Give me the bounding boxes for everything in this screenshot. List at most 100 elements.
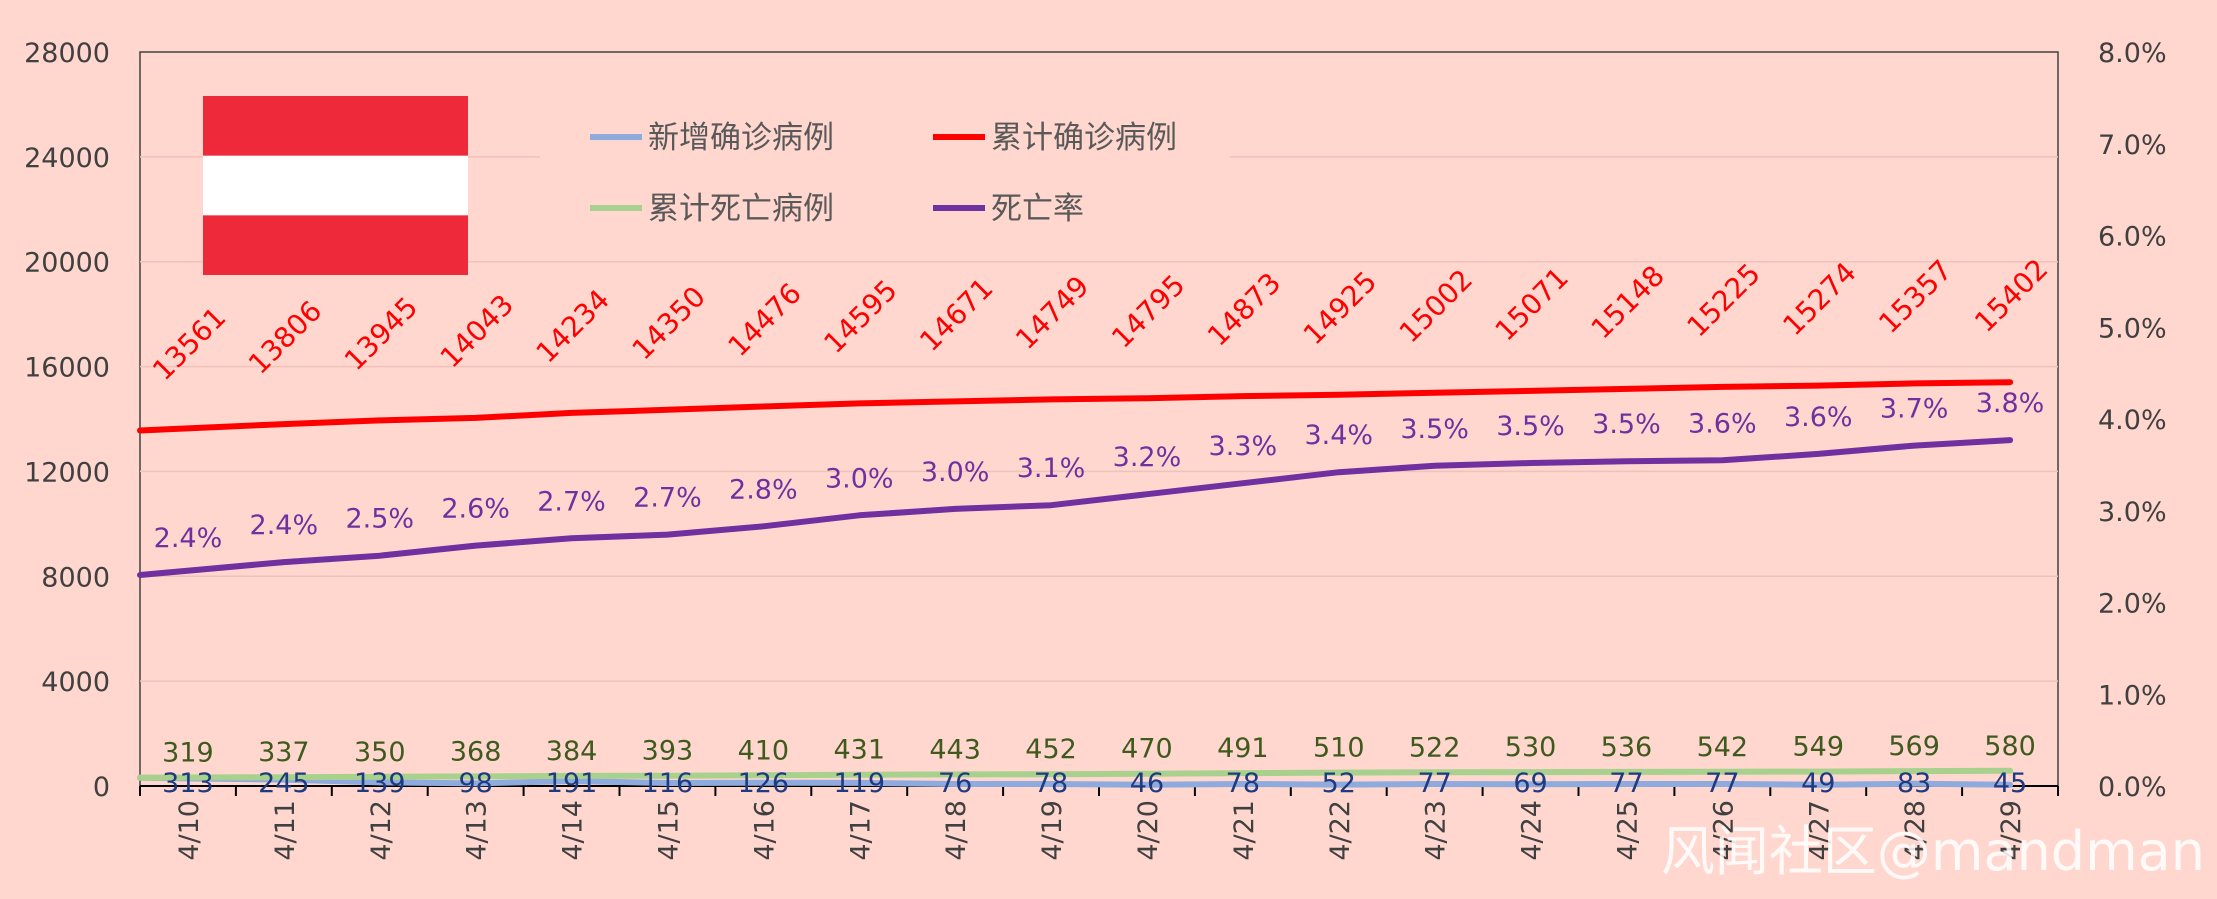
- data-label-deaths: 443: [929, 734, 981, 765]
- data-label-new: 77: [1609, 768, 1643, 799]
- data-label-new: 49: [1801, 768, 1835, 799]
- y-left-tick-label: 4000: [41, 667, 110, 698]
- data-label-total: 15002: [1393, 263, 1479, 349]
- y-right-tick-label: 2.0%: [2098, 589, 2167, 620]
- data-label-new: 245: [258, 768, 310, 799]
- data-label-deaths: 580: [1984, 731, 2036, 762]
- y-axis-right: 0.0% 1.0% 2.0% 3.0% 4.0% 5.0% 6.0% 7.0% 8.0%: [2098, 38, 2167, 803]
- data-label-rate: 3.0%: [825, 463, 894, 494]
- data-label-deaths: 522: [1409, 732, 1461, 763]
- data-label-new: 191: [546, 768, 598, 799]
- y-right-tick-label: 1.0%: [2098, 680, 2167, 711]
- data-label-total: 14873: [1201, 266, 1287, 352]
- data-label-deaths: 368: [450, 736, 502, 767]
- data-label-rate: 3.5%: [1592, 409, 1661, 440]
- y-right-tick-label: 6.0%: [2098, 222, 2167, 253]
- data-label-total: 14925: [1297, 265, 1383, 351]
- data-label-new: 45: [1993, 768, 2027, 799]
- data-label-deaths: 319: [162, 738, 214, 769]
- x-tick-label: 4/16: [749, 800, 780, 861]
- data-label-new: 98: [458, 768, 492, 799]
- data-label-deaths: 431: [833, 735, 885, 766]
- data-label-deaths: 393: [642, 736, 694, 767]
- data-label-rate: 3.2%: [1113, 442, 1182, 473]
- data-label-new: 76: [938, 768, 972, 799]
- x-tick-label: 4/11: [270, 800, 301, 861]
- data-label-rate: 3.5%: [1496, 411, 1565, 442]
- data-label-rate: 2.5%: [345, 504, 414, 535]
- y-right-tick-label: 5.0%: [2098, 313, 2167, 344]
- x-tick-label: 4/15: [653, 800, 684, 861]
- data-label-new: 78: [1226, 768, 1260, 799]
- data-label-deaths: 384: [546, 736, 598, 767]
- data-label-new: 119: [833, 768, 885, 799]
- x-axis: 4/10 4/11 4/12 4/13 4/14 4/15 4/16 4/17 4/18 4/19…: [139, 785, 2059, 861]
- watermark: 风闻社区@mandman: [1661, 820, 2205, 883]
- data-labels: 13561 13806 13945 14043 14234 14350 14476 14595…: [146, 252, 2054, 799]
- y-left-tick-label: 16000: [24, 353, 110, 384]
- data-label-rate: 3.0%: [921, 457, 990, 488]
- x-tick-label: 4/13: [462, 800, 493, 861]
- series-line: [137, 767, 2014, 781]
- data-label-rate: 3.6%: [1688, 408, 1757, 439]
- x-tick-label: 4/27: [1804, 800, 1835, 861]
- data-label-deaths: 491: [1217, 733, 1269, 764]
- data-label-total: 14234: [530, 283, 616, 369]
- data-label-total: 15148: [1585, 259, 1671, 345]
- data-label-total: 13806: [242, 294, 328, 380]
- y-right-tick-label: 4.0%: [2098, 405, 2167, 436]
- data-label-rate: 3.8%: [1976, 388, 2045, 419]
- data-label-rate: 3.7%: [1880, 394, 1949, 425]
- y-left-tick-label: 8000: [41, 562, 110, 593]
- data-label-total: 14350: [626, 280, 712, 366]
- flag-stripe: [203, 155, 468, 216]
- data-label-rate: 2.4%: [154, 523, 223, 554]
- x-tick-label: 4/28: [1900, 800, 1931, 861]
- y-left-tick-label: 12000: [24, 457, 110, 488]
- data-label-total: 15274: [1776, 256, 1862, 342]
- austria-flag: [203, 96, 468, 275]
- data-label-deaths: 549: [1792, 732, 1844, 763]
- data-label-total: 15357: [1872, 254, 1958, 340]
- data-label-deaths: 536: [1601, 732, 1653, 763]
- data-label-rate: 2.4%: [250, 510, 319, 541]
- data-label-new: 46: [1130, 768, 1164, 799]
- data-label-rate: 3.3%: [1209, 431, 1278, 462]
- y-right-tick-label: 7.0%: [2098, 130, 2167, 161]
- x-tick-label: 4/17: [845, 800, 876, 861]
- x-tick-label: 4/12: [366, 800, 397, 861]
- data-label-deaths: 530: [1505, 732, 1557, 763]
- data-label-rate: 3.4%: [1304, 420, 1373, 451]
- legend-label: 累计死亡病例: [648, 191, 834, 227]
- y-left-tick-label: 24000: [24, 143, 110, 174]
- data-label-rate: 2.7%: [633, 483, 702, 514]
- data-label-rate: 3.5%: [1400, 414, 1469, 445]
- y-right-tick-label: 8.0%: [2098, 38, 2167, 69]
- data-label-deaths: 569: [1888, 731, 1940, 762]
- legend-label: 累计确诊病例: [991, 120, 1177, 156]
- x-tick-label: 4/22: [1325, 800, 1356, 861]
- x-tick-label: 4/21: [1229, 800, 1260, 861]
- data-label-total: 15225: [1680, 257, 1766, 343]
- y-left-tick-label: 20000: [24, 248, 110, 279]
- x-tick-label: 4/26: [1708, 800, 1739, 861]
- data-label-rate: 2.8%: [729, 474, 798, 505]
- series-lines: [137, 379, 2014, 788]
- data-label-new: 77: [1705, 768, 1739, 799]
- data-label-new: 78: [1034, 768, 1068, 799]
- flag-stripe: [203, 215, 468, 275]
- x-tick-label: 4/20: [1133, 800, 1164, 861]
- data-label-rate: 3.1%: [1017, 453, 1086, 484]
- x-tick-label: 4/19: [1037, 800, 1068, 861]
- data-label-rate: 2.6%: [441, 494, 510, 525]
- data-label-new: 69: [1513, 768, 1547, 799]
- data-label-rate: 3.6%: [1784, 402, 1853, 433]
- data-label-deaths: 452: [1025, 734, 1077, 765]
- x-tick-label: 4/29: [1996, 800, 2027, 861]
- x-tick-label: 4/18: [941, 800, 972, 861]
- data-label-deaths: 337: [258, 737, 310, 768]
- data-label-new: 83: [1897, 768, 1931, 799]
- y-left-tick-label: 0: [93, 772, 110, 803]
